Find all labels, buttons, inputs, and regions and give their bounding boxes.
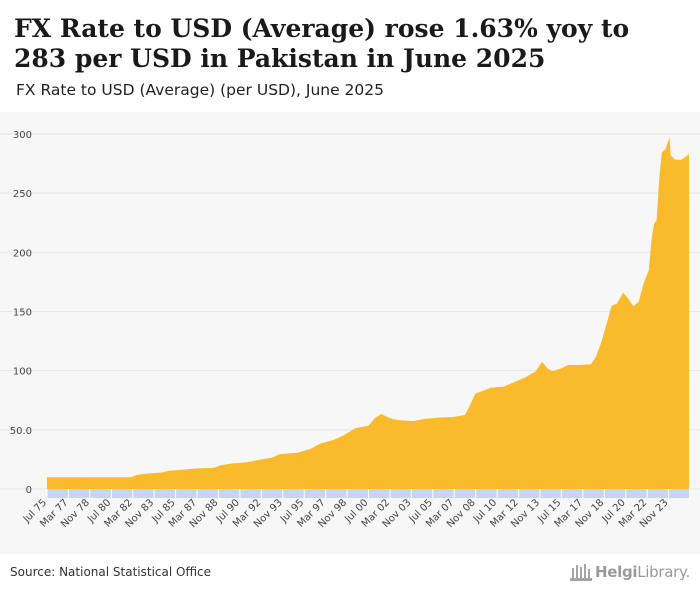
x-axis-band bbox=[47, 489, 689, 498]
y-tick-label: 50.0 bbox=[10, 426, 32, 437]
series-area-fx-rate bbox=[47, 137, 689, 489]
logo-text: HelgiLibrary. bbox=[595, 563, 690, 581]
y-tick-label: 200 bbox=[13, 248, 32, 259]
y-tick-label: 0 bbox=[26, 485, 32, 496]
chart-title: FX Rate to USD (Average) rose 1.63% yoy … bbox=[14, 14, 630, 73]
y-tick-label: 300 bbox=[13, 130, 32, 141]
source-note: Source: National Statistical Office bbox=[10, 565, 212, 579]
y-axis-labels: 0 50.0 100 150 200 250 300 bbox=[10, 130, 32, 496]
y-tick-label: 250 bbox=[13, 189, 32, 200]
chart-subtitle: FX Rate to USD (Average) (per USD), June… bbox=[16, 81, 385, 99]
library-columns-icon bbox=[570, 564, 592, 581]
y-tick-label: 150 bbox=[13, 308, 32, 319]
helgi-library-logo[interactable]: HelgiLibrary. bbox=[570, 561, 690, 583]
y-tick-label: 100 bbox=[13, 367, 32, 378]
